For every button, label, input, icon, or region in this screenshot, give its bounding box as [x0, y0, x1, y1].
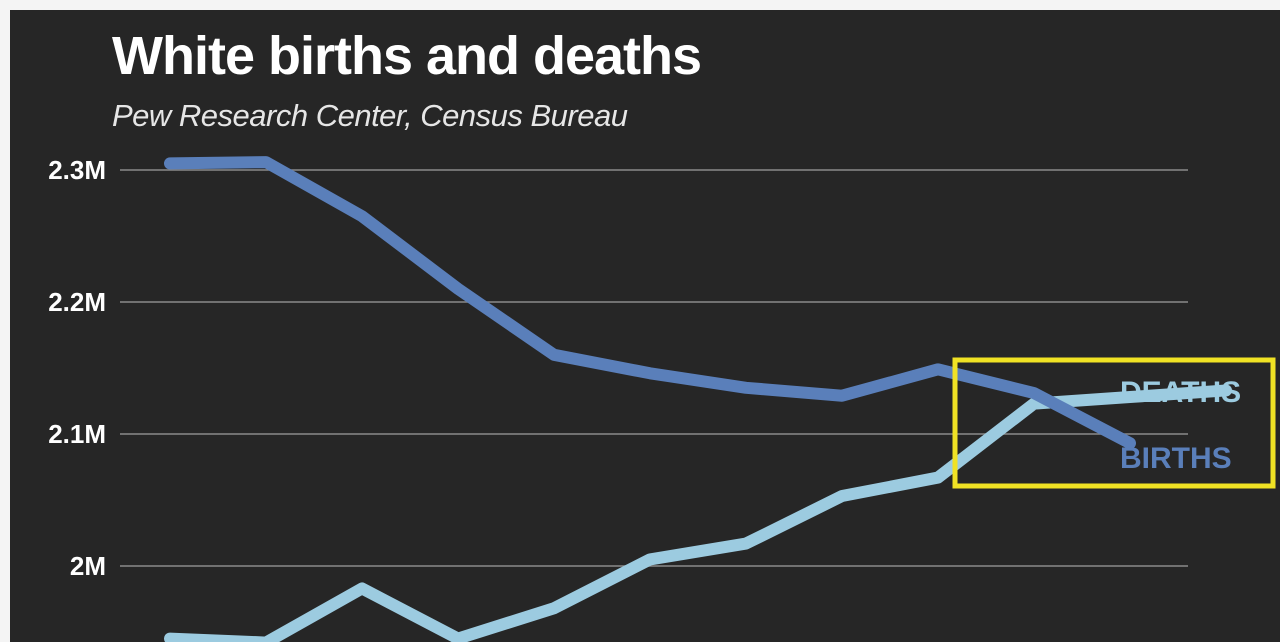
gridlines	[120, 169, 1188, 567]
highlight-box-group: DEATHS BIRTHS	[952, 357, 1276, 489]
y-tick-label: 2M	[70, 551, 106, 581]
y-axis-tick-labels: 2.3M 2.2M 2.1M 2M	[48, 155, 106, 581]
series-line-deaths	[164, 384, 1232, 642]
line-chart: 2.3M 2.2M 2.1M 2M DEATHS BIRTHS	[48, 155, 1276, 642]
y-tick-label: 2.3M	[48, 155, 106, 185]
chart-title: White births and deaths	[112, 26, 702, 86]
series-label-births: BIRTHS	[1120, 442, 1232, 475]
series-lines	[164, 156, 1232, 642]
chart-subtitle: Pew Research Center, Census Bureau	[112, 98, 628, 133]
y-tick-label: 2.2M	[48, 287, 106, 317]
series-label-deaths: DEATHS	[1120, 376, 1241, 409]
chart-frame: White births and deaths Pew Research Cen…	[10, 10, 1280, 642]
highlight-box	[952, 357, 1276, 489]
y-tick-label: 2.1M	[48, 419, 106, 449]
series-line-births	[164, 156, 1136, 450]
